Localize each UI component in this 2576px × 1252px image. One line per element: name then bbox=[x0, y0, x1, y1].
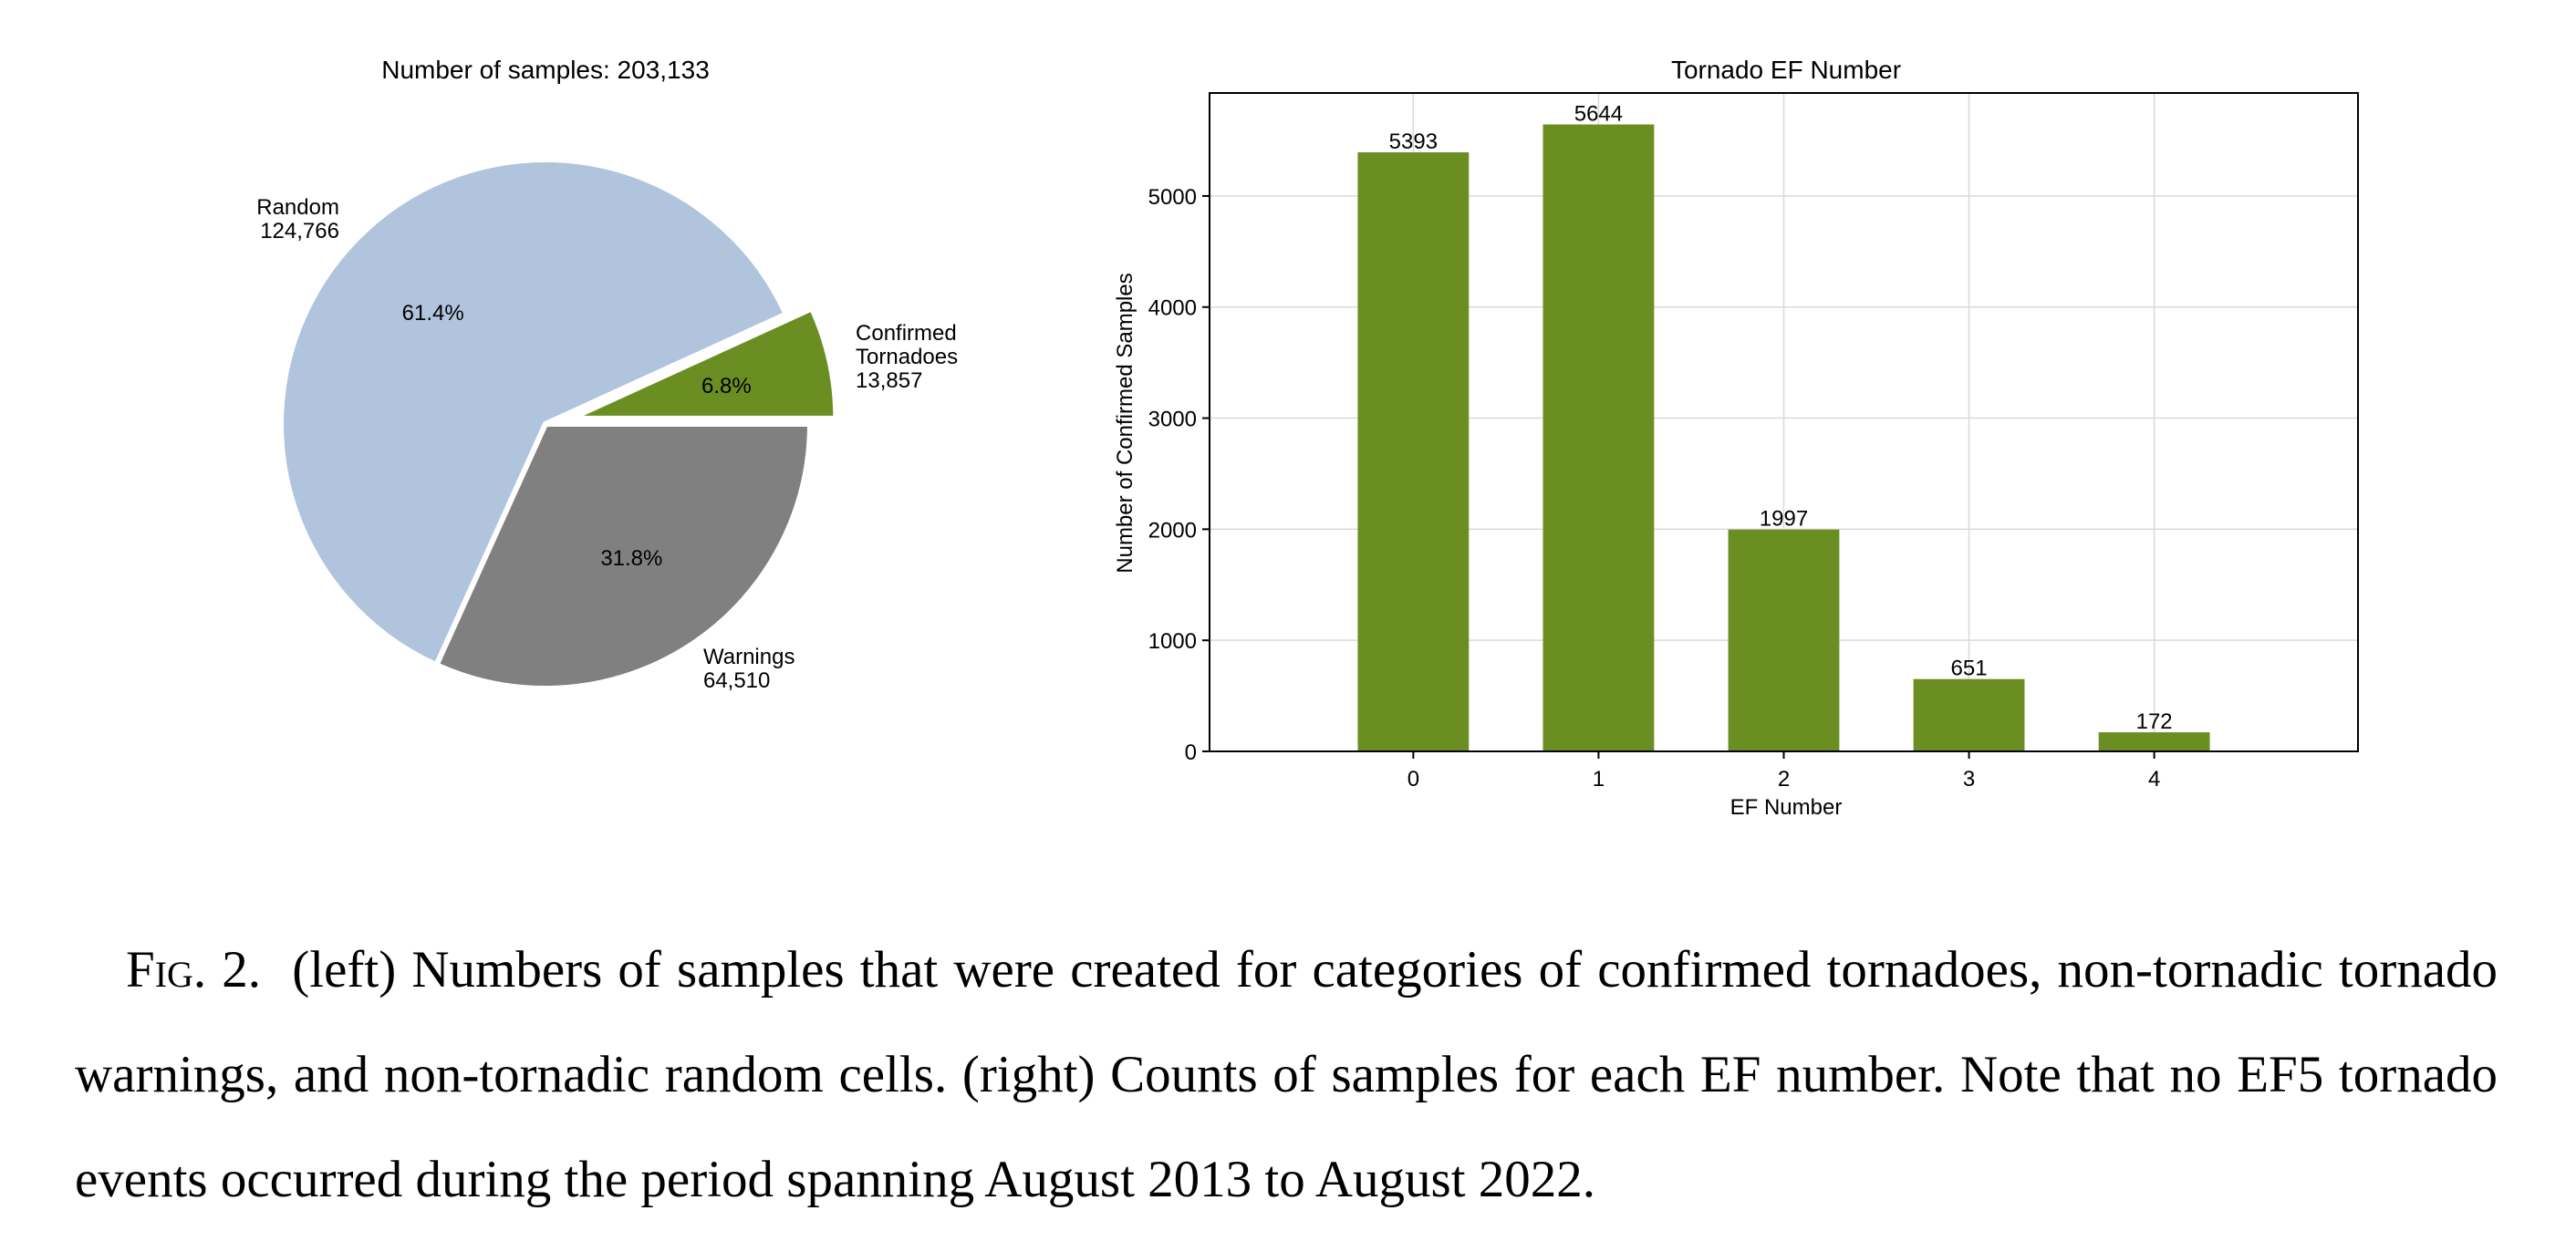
pie-slice-label-line: Warnings bbox=[703, 645, 795, 669]
y-tick-label: 2000 bbox=[1148, 518, 1197, 543]
pie-slice-percent-label: 6.8% bbox=[701, 374, 752, 398]
bar-chart-y-axis-label: Number of Confirmed Samples bbox=[1113, 273, 1137, 573]
x-tick-label: 1 bbox=[1593, 767, 1605, 792]
pie-slice-label-line: 64,510 bbox=[703, 668, 770, 693]
bar-value-label: 172 bbox=[2136, 709, 2173, 734]
y-tick-label: 5000 bbox=[1148, 185, 1197, 210]
bar-chart: Tornado EF Number EF Number Number of Co… bbox=[1113, 56, 2359, 820]
pie-slice bbox=[278, 157, 789, 668]
bar bbox=[1357, 152, 1470, 751]
figure-caption-text: (left) Numbers of samples that were crea… bbox=[75, 941, 2498, 1208]
x-tick-label: 4 bbox=[2148, 767, 2160, 792]
bar-chart-x-axis-label: EF Number bbox=[1730, 795, 1843, 820]
pie-slice-percent-label: 61.4% bbox=[402, 301, 464, 326]
bar bbox=[2098, 732, 2210, 751]
pie-slice-label-line: Confirmed bbox=[856, 321, 957, 346]
pie-slice-percent-label: 31.8% bbox=[600, 546, 662, 571]
pie-slice-label: Warnings 64,510 bbox=[703, 645, 795, 693]
x-tick-label: 0 bbox=[1407, 767, 1419, 792]
pie-chart: Number of samples: 203,133 6.8% Confirmed… bbox=[256, 56, 958, 693]
pie-slice-label-line: Tornadoes bbox=[856, 345, 958, 369]
bar bbox=[1542, 124, 1655, 752]
pie-chart-title: Number of samples: 203,133 bbox=[381, 56, 710, 84]
figure-caption-label: Fig. 2. bbox=[126, 941, 262, 998]
bar-value-label: 651 bbox=[1951, 657, 1988, 681]
y-tick-label: 3000 bbox=[1148, 408, 1197, 432]
figure-caption: Fig. 2. (left) Numbers of samples that w… bbox=[75, 917, 2498, 1232]
pie-slice-label-line: 13,857 bbox=[856, 368, 922, 393]
pie-slice-label-line: Random bbox=[256, 195, 339, 220]
pie-slice-label-line: 124,766 bbox=[260, 219, 339, 243]
y-tick-label: 4000 bbox=[1148, 296, 1197, 321]
bar bbox=[1728, 529, 1840, 751]
y-tick-label: 1000 bbox=[1148, 629, 1197, 654]
pie-slice bbox=[433, 421, 813, 691]
y-tick-label: 0 bbox=[1185, 740, 1197, 765]
bar-value-label: 1997 bbox=[1760, 507, 1808, 532]
x-tick-label: 2 bbox=[1778, 767, 1790, 792]
bar bbox=[1913, 678, 2025, 751]
bar-value-label: 5644 bbox=[1574, 101, 1623, 126]
pie-slice bbox=[568, 305, 839, 421]
bar-chart-title: Tornado EF Number bbox=[1671, 56, 1901, 84]
bar-value-label: 5393 bbox=[1389, 129, 1438, 154]
pie-slice-label: Random 124,766 bbox=[256, 195, 339, 243]
x-tick-label: 3 bbox=[1963, 767, 1975, 792]
pie-slice-label: Confirmed Tornadoes 13,857 bbox=[856, 321, 958, 393]
figure: Number of samples: 203,133 6.8% Confirmed… bbox=[256, 56, 2359, 820]
